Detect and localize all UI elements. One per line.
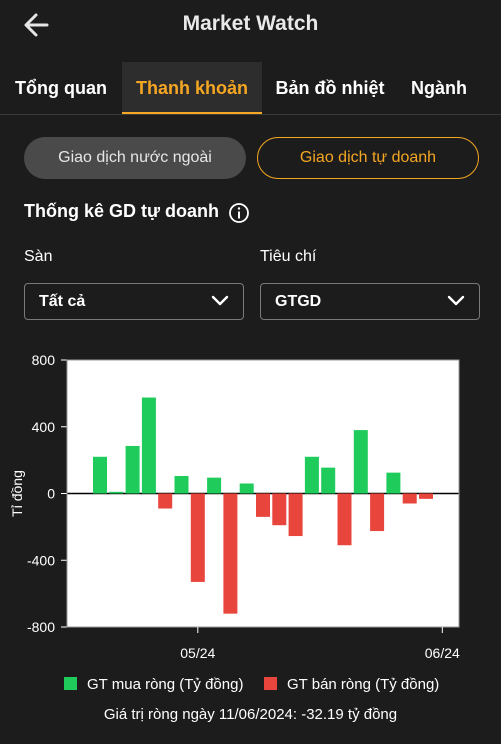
y-tick-label: 0 (47, 486, 55, 502)
buy-bar (321, 467, 336, 494)
plot-frame (66, 359, 460, 628)
tab-bar: Tổng quan Thanh khoản Bản đồ nhiệt Ngành (0, 62, 501, 114)
buy-bar (353, 430, 368, 494)
chevron-down-icon (447, 295, 465, 306)
tab-overview[interactable]: Tổng quan (15, 78, 107, 98)
buy-bar (207, 477, 222, 494)
sell-bar (190, 493, 205, 582)
sell-bar (370, 493, 385, 532)
legend-swatch-buy (64, 677, 77, 690)
buy-bar (386, 472, 401, 494)
sell-bar (419, 493, 433, 499)
sell-bar (223, 493, 238, 614)
tab-liquidity[interactable]: Thanh khoản (122, 62, 262, 114)
back-button[interactable] (20, 8, 54, 42)
tab-sector[interactable]: Ngành (411, 78, 467, 98)
legend-swatch-sell (264, 677, 277, 690)
buy-bar (125, 445, 140, 494)
tabs-divider (0, 114, 501, 115)
chevron-down-icon (211, 295, 229, 306)
legend-item-buy: GT mua ròng (Tỷ đồng) (64, 676, 243, 696)
buy-bar (304, 456, 319, 494)
info-icon[interactable] (228, 202, 250, 224)
sell-bar (402, 493, 417, 504)
criteria-select[interactable]: GTGD (260, 283, 480, 320)
x-tick-label: 06/24 (425, 645, 460, 661)
arrow-left-icon (24, 13, 49, 37)
exchange-select[interactable]: Tất cả (24, 283, 244, 320)
legend-label-sell: GT bán ròng (Tỷ đồng) (287, 676, 440, 693)
sell-bar (158, 493, 173, 509)
buy-bar (93, 456, 107, 494)
segment-foreign-trading[interactable]: Giao dịch nước ngoài (24, 137, 246, 179)
buy-bar (109, 491, 124, 494)
sell-bar (337, 493, 352, 546)
legend-item-sell: GT bán ròng (Tỷ đồng) (264, 676, 439, 696)
page-title: Market Watch (182, 12, 319, 35)
y-tick-label: -400 (27, 552, 55, 568)
buy-bar (141, 397, 156, 494)
exchange-select-value: Tất cả (39, 293, 86, 310)
y-axis-label: Tỉ đồng (9, 470, 25, 517)
y-tick-label: 800 (32, 352, 56, 368)
buy-bar (174, 475, 189, 494)
criteria-label: Tiêu chí (260, 248, 317, 265)
y-tick-label: 400 (32, 419, 56, 435)
legend-label-buy: GT mua ròng (Tỷ đồng) (87, 676, 244, 693)
section-title: Thống kê GD tự doanh (24, 201, 220, 221)
sell-bar (272, 493, 287, 526)
tab-heatmap[interactable]: Bản đồ nhiệt (275, 78, 385, 98)
exchange-label: Sàn (24, 248, 53, 265)
buy-bar (239, 483, 254, 494)
criteria-select-value: GTGD (275, 293, 322, 310)
sell-bar (288, 493, 303, 537)
segment-proprietary-trading[interactable]: Giao dịch tự doanh (257, 137, 479, 179)
net-value-note: Giá trị ròng ngày 11/06/2024: -32.19 tỷ … (103, 706, 398, 723)
header: Market Watch (0, 0, 501, 50)
y-tick-label: -800 (27, 619, 55, 635)
sell-bar (256, 493, 270, 517)
net-trading-chart: 800 400 0 -400 -800 05/24 06/24 Tỉ đồng (9, 352, 460, 661)
x-tick-label: 05/24 (180, 645, 215, 661)
